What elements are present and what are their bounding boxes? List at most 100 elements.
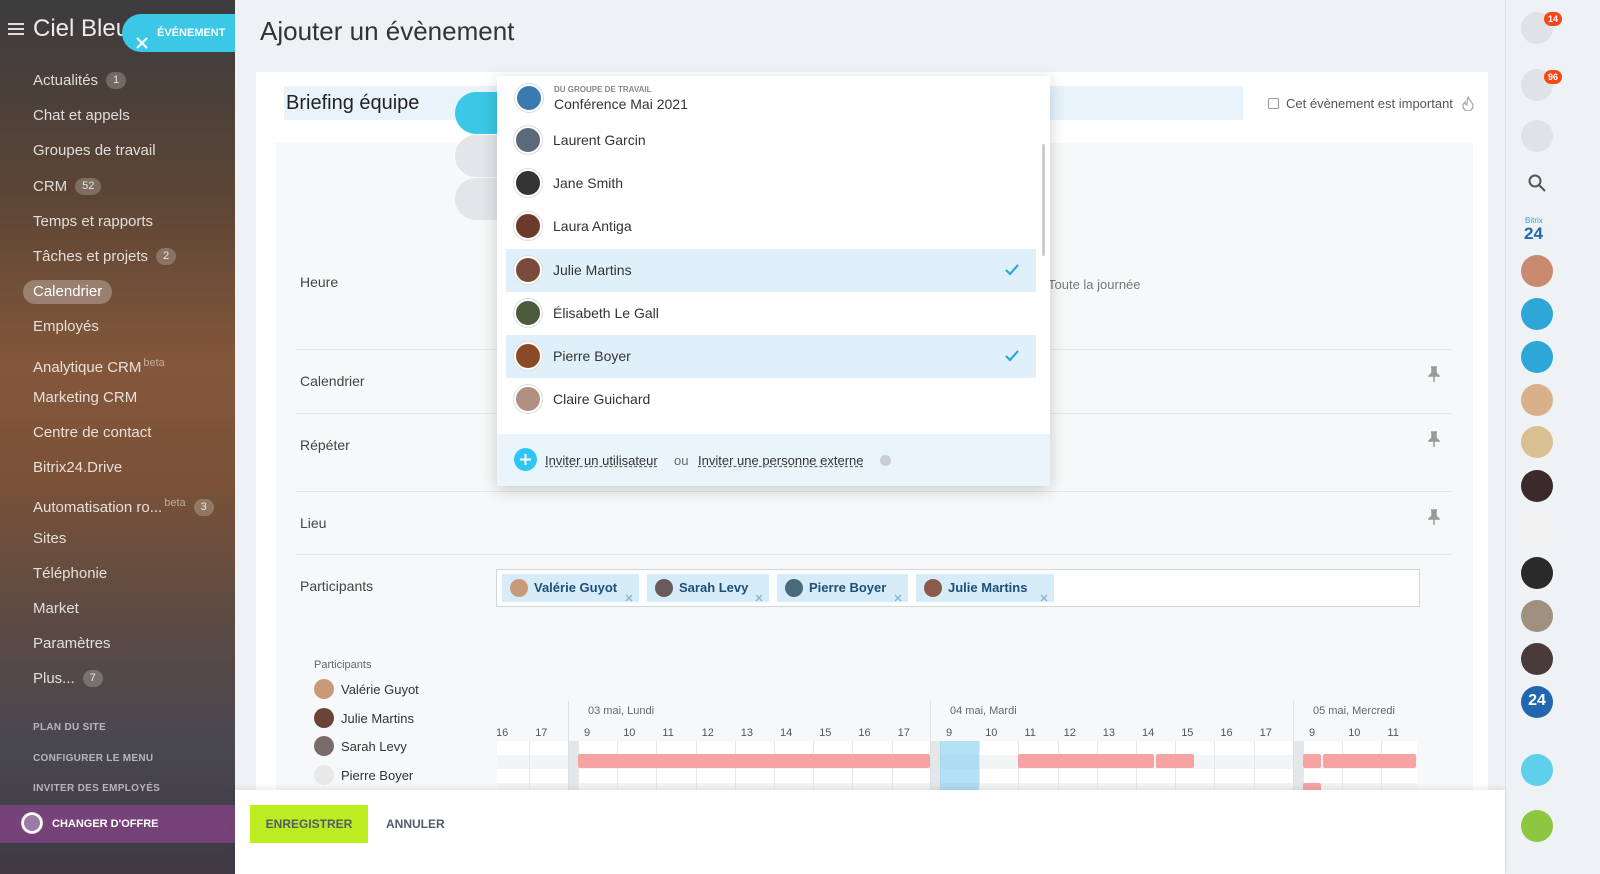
call-button[interactable] (1521, 810, 1553, 842)
menu-item[interactable]: Analytique CRM beta (23, 351, 175, 376)
chat-button[interactable] (1521, 120, 1553, 152)
all-day: Toute la journée (1048, 277, 1141, 292)
menu-item[interactable]: Téléphonie (23, 562, 117, 586)
menu-item[interactable]: Paramètres (23, 632, 121, 656)
user-option[interactable]: Laurent Garcin (506, 119, 1036, 162)
hour-line (891, 741, 893, 813)
dropdown-scrollbar (1042, 144, 1045, 256)
important-checkbox[interactable]: Cet évènement est important (1268, 95, 1474, 112)
user-option[interactable]: Élisabeth Le Gall (506, 292, 1036, 335)
menu-item[interactable]: Sites (23, 527, 76, 551)
contact-avatar[interactable] (1521, 643, 1553, 675)
busy-block (578, 754, 930, 768)
menu-label: Paramètres (33, 635, 111, 653)
contact-avatar[interactable] (1521, 470, 1553, 502)
user-name: Claire Guichard (553, 391, 651, 408)
menu-item[interactable]: Bitrix24.Drive (23, 456, 132, 480)
menu-item[interactable]: CRM 52 (23, 175, 111, 199)
menu-item[interactable]: Plus... 7 (23, 667, 113, 691)
menu-icon[interactable] (8, 22, 24, 36)
row-divider (296, 554, 1451, 555)
user-option[interactable]: Pierre Boyer (506, 335, 1036, 378)
contact-avatar[interactable] (1521, 341, 1553, 373)
hour-label: 9 (1309, 727, 1316, 739)
menu-label: CRM (33, 177, 68, 195)
day-divider (930, 701, 931, 813)
event-button[interactable]: ÉVÉNEMENT (122, 14, 235, 52)
menu-label: Téléphonie (33, 564, 108, 582)
menu-label: Automatisation ro... (33, 499, 163, 517)
menu-label: Temps et rapports (33, 212, 154, 230)
chip-remove (625, 584, 633, 602)
menu-item[interactable]: Marketing CRM (23, 386, 147, 410)
menu-item[interactable]: Calendrier (23, 280, 113, 305)
menu-item[interactable]: Groupes de travail (23, 139, 166, 163)
mode-icon[interactable] (455, 178, 499, 220)
invite-external[interactable]: Inviter une personne externe (698, 453, 864, 468)
logo-main: 24 (1524, 224, 1543, 243)
contact-avatar[interactable] (1521, 298, 1553, 330)
hour-line (617, 741, 619, 813)
avatar (22, 813, 42, 833)
chip-name: Valérie Guyot (534, 580, 618, 595)
contact-avatar[interactable] (1521, 557, 1553, 589)
day-divider (1293, 701, 1294, 813)
page-title: Ajouter un évènement (260, 16, 515, 46)
contact-avatar[interactable] (1521, 600, 1553, 632)
menu-item[interactable]: Actualités 1 (23, 69, 136, 93)
participant-chip[interactable]: Julie Martins (916, 574, 1054, 602)
menu-item[interactable]: Chat et appels (23, 104, 140, 128)
contact-avatar[interactable] (1521, 426, 1553, 458)
mode-icon[interactable] (455, 135, 499, 177)
chip-remove (1040, 584, 1048, 602)
menu-counter: 1 (106, 72, 127, 89)
menu-counter: 3 (193, 499, 214, 517)
participant-chip[interactable]: Sarah Levy (647, 574, 769, 602)
menu-counter: 7 (82, 670, 103, 688)
app-button[interactable] (1521, 754, 1553, 786)
participant-chip[interactable]: Valérie Guyot (502, 574, 639, 602)
cancel-button[interactable]: ANNULER (386, 817, 445, 831)
menu-item[interactable]: Tâches et projets 2 (23, 245, 186, 269)
user-option[interactable]: Claire Guichard (506, 378, 1036, 421)
right-bar: 14 96 Bitrix 24 24 (1505, 0, 1600, 874)
hour-label: 13 (1102, 727, 1116, 739)
change-offer[interactable]: CHANGER D'OFFRE (0, 805, 235, 843)
user-option[interactable]: Jane Smith (506, 162, 1036, 205)
contact-avatar[interactable] (1521, 514, 1553, 546)
planner-participant: Julie Martins (341, 710, 414, 726)
menu-item[interactable]: Market (23, 597, 89, 621)
menu-item[interactable]: Centre de contact (23, 421, 161, 445)
avatar (514, 385, 542, 414)
user-option[interactable]: Julie Martins (506, 248, 1036, 292)
menu-label: Calendrier (33, 283, 103, 301)
contact-avatar[interactable] (1521, 686, 1553, 718)
group-name[interactable]: Conférence Mai 2021 (554, 96, 688, 112)
contact-avatar[interactable] (1521, 384, 1553, 416)
participants-input[interactable]: Valérie Guyot Sarah Levy Pierre Boyer Julie… (496, 569, 1420, 607)
footer-link[interactable]: CONFIGURER LE MENU (33, 752, 154, 764)
user-option[interactable]: Laura Antiga (506, 205, 1036, 248)
chip-avatar (655, 579, 673, 597)
contact-avatar[interactable] (1521, 255, 1553, 287)
menu-label: Market (33, 600, 79, 617)
menu-item[interactable]: Employés (23, 315, 109, 339)
menu-item[interactable]: Automatisation ro... beta 3 (23, 491, 224, 517)
hour-label: 15 (1181, 727, 1194, 739)
avatar (515, 84, 543, 112)
hour-line (1342, 741, 1344, 813)
footer-link[interactable]: PLAN DU SITE (33, 722, 107, 733)
hour-label: 17 (897, 727, 910, 739)
participant-chip[interactable]: Pierre Boyer (777, 574, 908, 602)
footer-link[interactable]: INVITER DES EMPLOYÉS (33, 783, 161, 794)
menu-item[interactable]: Temps et rapports (23, 210, 163, 234)
invite-user[interactable]: Inviter un utilisateur (545, 453, 658, 468)
hour-line (1096, 741, 1098, 813)
mode-icon[interactable] (455, 92, 499, 134)
save-button[interactable]: ENREGISTRER (250, 805, 368, 843)
avatar (514, 212, 542, 241)
chip-avatar (510, 579, 528, 597)
hour-label: 15 (819, 727, 832, 739)
help-icon[interactable] (880, 455, 891, 466)
